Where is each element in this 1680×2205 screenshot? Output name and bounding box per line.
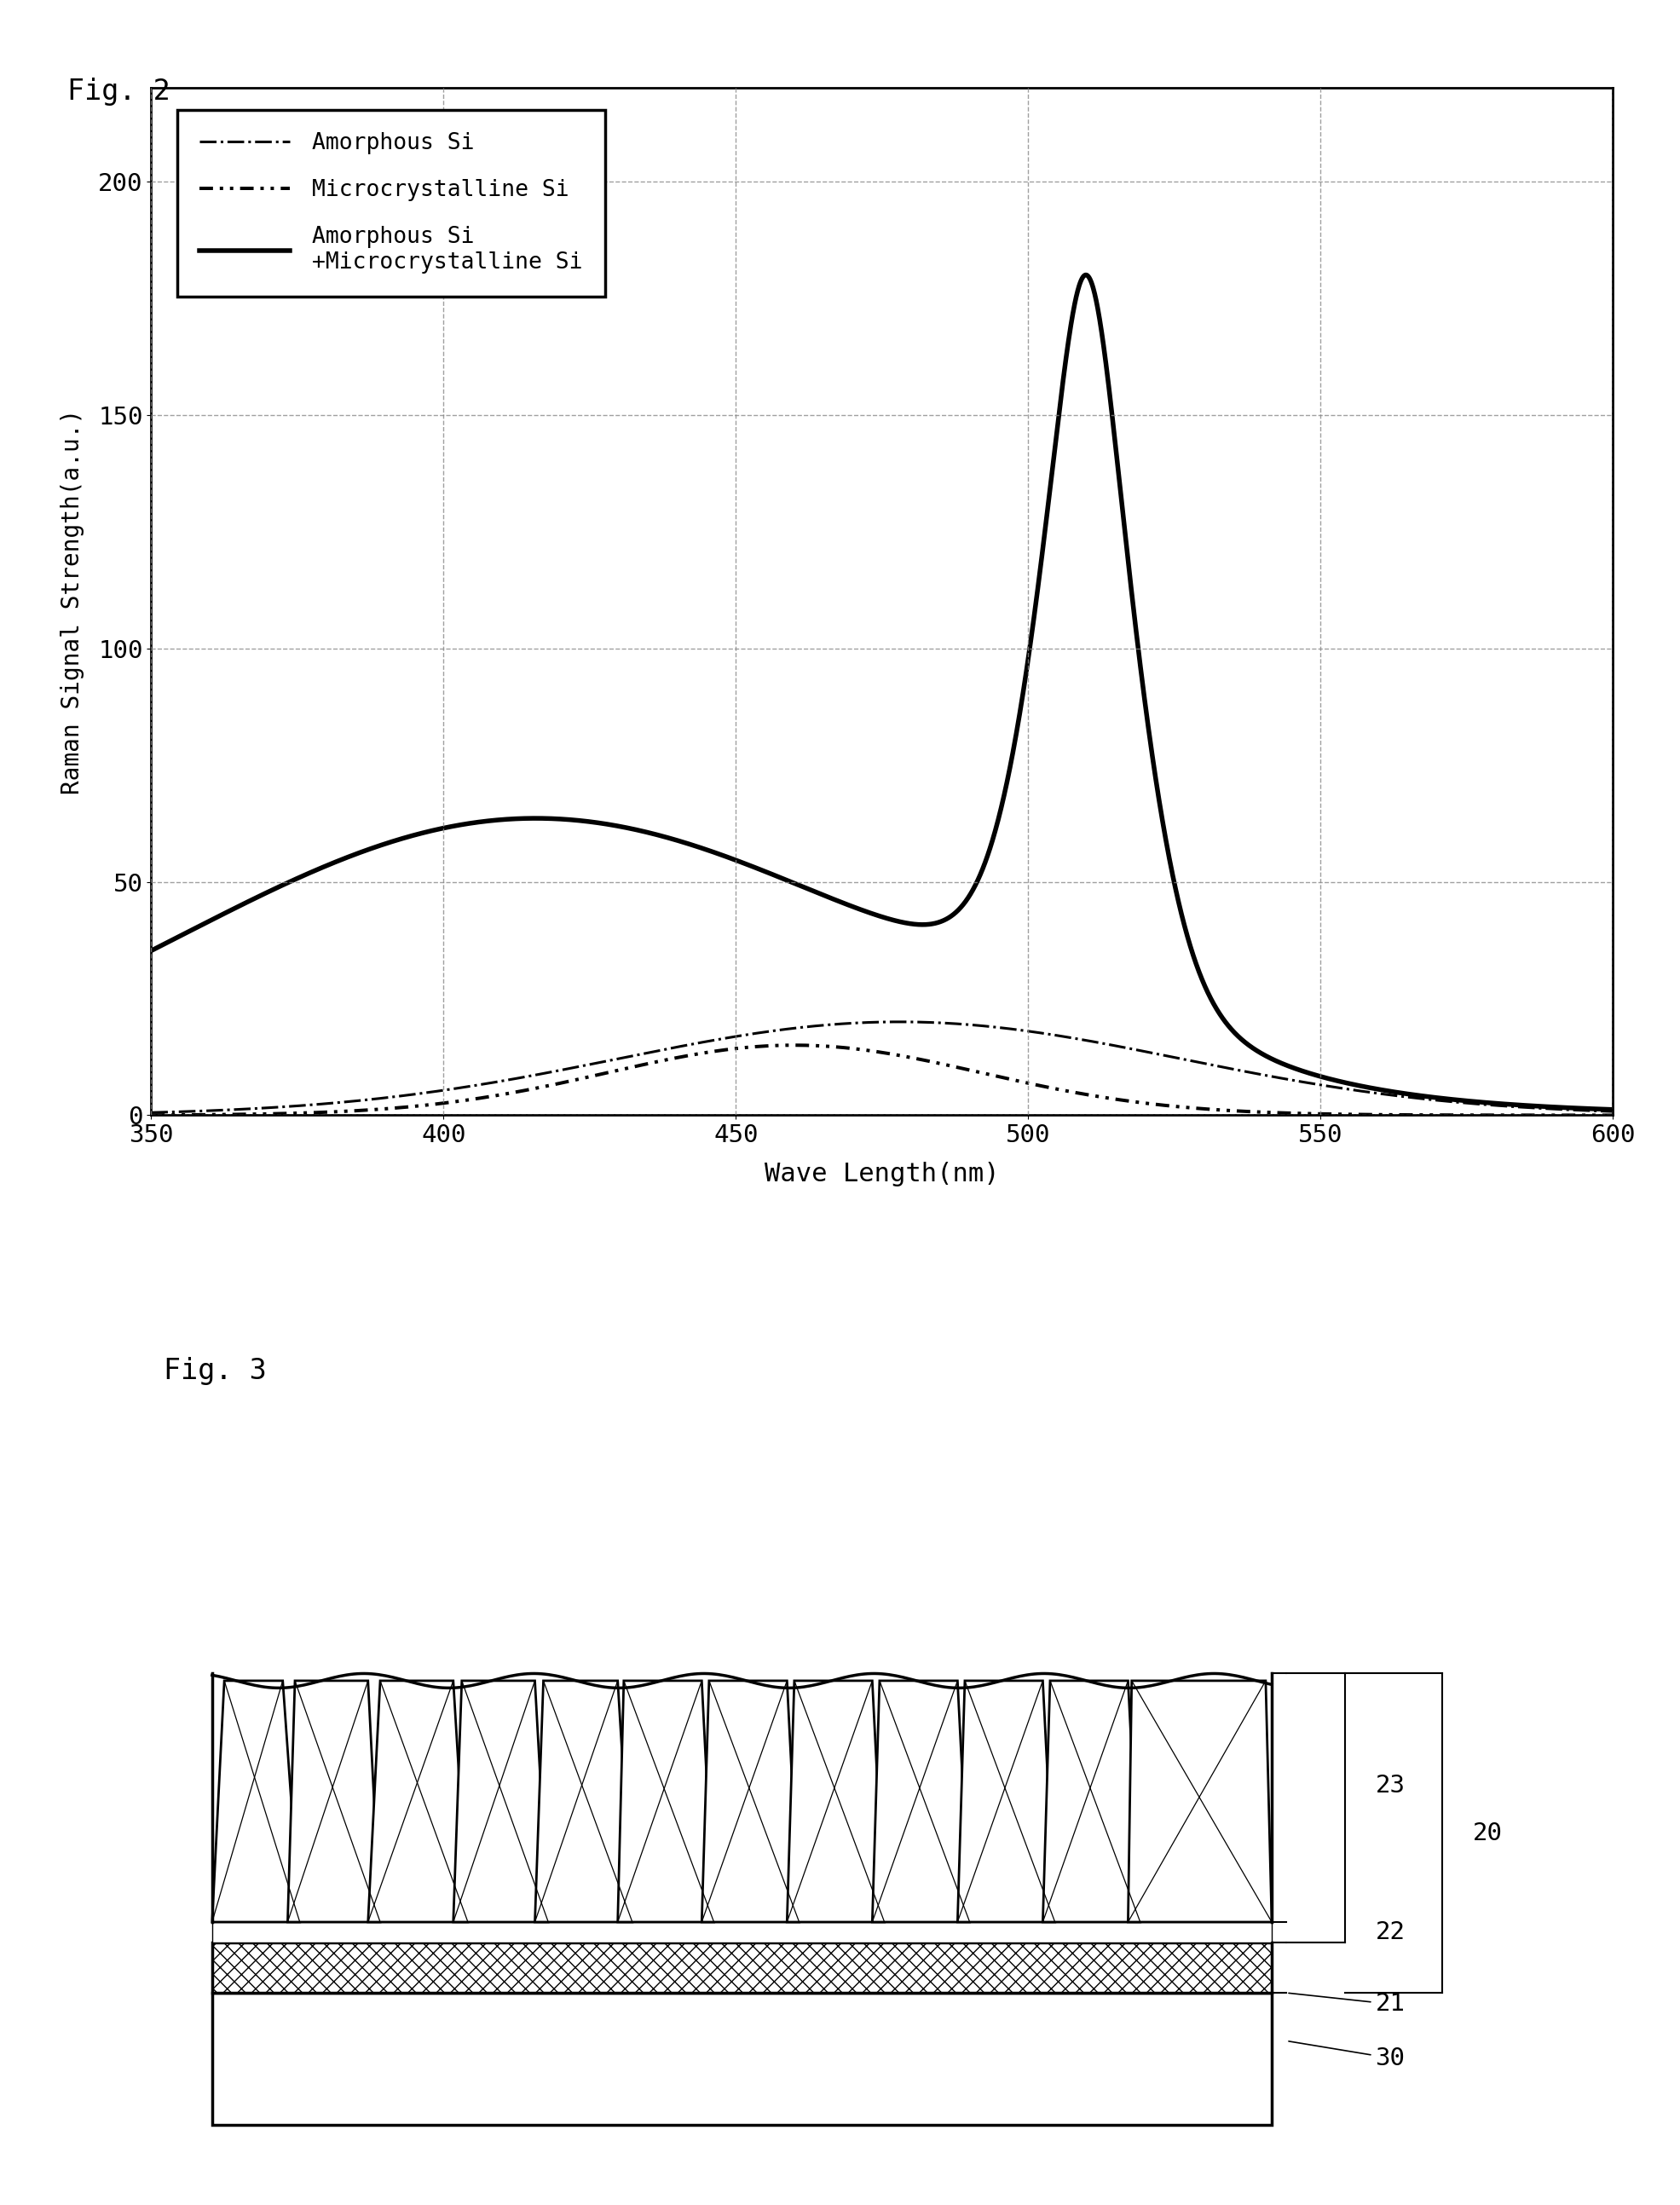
Microcrystalline Si (764, 1032, 785, 1058)
Amorphous Si
+Microcrystalline Si (702, 838, 722, 864)
Line: Amorphous Si: Amorphous Si (151, 1021, 1613, 1114)
Bar (212, 1993, 1272, 2126)
Microcrystalline Si (395, 1094, 415, 1120)
Microcrystalline Si (307, 1100, 328, 1127)
Microcrystalline Si (1603, 1102, 1623, 1129)
Microcrystalline Si (1416, 1102, 1436, 1129)
Amorphous Si
+Microcrystalline Si (141, 937, 161, 964)
Polygon shape (958, 1680, 1055, 1923)
Amorphous Si (141, 1100, 161, 1127)
Text: 21: 21 (1289, 1991, 1404, 2015)
Polygon shape (1127, 1680, 1272, 1923)
Text: Fig. 3: Fig. 3 (163, 1356, 267, 1385)
Polygon shape (212, 1680, 299, 1923)
Line: Microcrystalline Si: Microcrystalline Si (151, 1045, 1613, 1116)
Amorphous Si (702, 1028, 722, 1054)
Polygon shape (534, 1680, 632, 1923)
Polygon shape (872, 1680, 969, 1923)
Amorphous Si
+Microcrystalline Si (395, 825, 415, 851)
Polygon shape (1043, 1680, 1141, 1923)
Polygon shape (702, 1680, 800, 1923)
Text: 20: 20 (1473, 1821, 1502, 1846)
Amorphous Si (764, 1017, 785, 1043)
Amorphous Si (395, 1083, 415, 1109)
Polygon shape (287, 1680, 380, 1923)
Text: 22: 22 (1376, 1921, 1404, 1945)
Bar (212, 1923, 1272, 1943)
Amorphous Si (307, 1091, 328, 1118)
Amorphous Si
+Microcrystalline Si (1075, 262, 1095, 289)
Microcrystalline Si (702, 1039, 722, 1065)
Amorphous Si
+Microcrystalline Si (1416, 1083, 1436, 1109)
Amorphous Si
+Microcrystalline Si (307, 856, 328, 882)
Amorphous Si
+Microcrystalline Si (1603, 1096, 1623, 1122)
Line: Amorphous Si
+Microcrystalline Si: Amorphous Si +Microcrystalline Si (151, 276, 1613, 1109)
Polygon shape (786, 1680, 884, 1923)
Text: 23: 23 (1376, 1773, 1404, 1797)
Microcrystalline Si (1574, 1102, 1594, 1129)
Polygon shape (618, 1680, 714, 1923)
Amorphous Si (889, 1008, 909, 1034)
Amorphous Si (1416, 1087, 1436, 1114)
Text: Fig. 2: Fig. 2 (67, 77, 170, 106)
Microcrystalline Si (141, 1102, 161, 1129)
Y-axis label: Raman Signal Strength(a.u.): Raman Signal Strength(a.u.) (60, 408, 84, 794)
Amorphous Si
+Microcrystalline Si (764, 862, 785, 889)
X-axis label: Wave Length(nm): Wave Length(nm) (764, 1162, 1000, 1186)
Bar (212, 1943, 1272, 1993)
Amorphous Si (1603, 1098, 1623, 1125)
Polygon shape (368, 1680, 467, 1923)
Text: 30: 30 (1289, 2042, 1404, 2070)
Legend: Amorphous Si, Microcrystalline Si, Amorphous Si
+Microcrystalline Si: Amorphous Si, Microcrystalline Si, Amorp… (176, 110, 605, 295)
Microcrystalline Si (785, 1032, 805, 1058)
Amorphous Si (1574, 1098, 1594, 1125)
Amorphous Si
+Microcrystalline Si (1574, 1096, 1594, 1122)
Polygon shape (454, 1680, 548, 1923)
